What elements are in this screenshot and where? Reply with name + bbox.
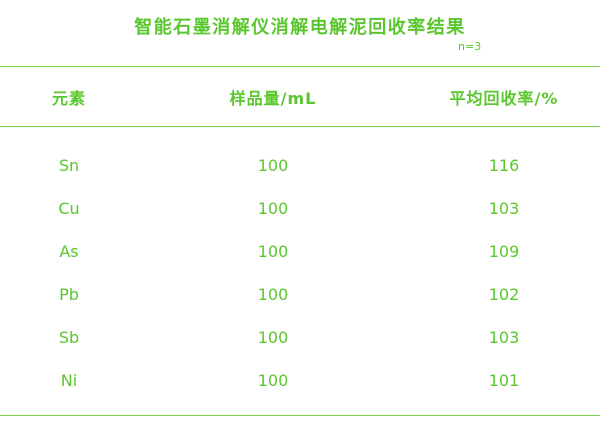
column-header-avg-recovery: 平均回收率/%: [449, 88, 559, 108]
table-body: Sn 100 116 Cu 100 103 As 100 109 Pb 100 …: [0, 127, 600, 416]
cell-avg-recovery: 109: [488, 242, 520, 261]
cell-element: Pb: [59, 285, 79, 304]
column-header-element: 元素: [51, 88, 86, 108]
table-row: Pb 100 102: [0, 273, 600, 316]
table-row: Sn 100 116: [0, 144, 600, 187]
table-row: Ni 100 101: [0, 359, 600, 402]
sample-size-note: n=3: [458, 40, 482, 53]
page-title: 智能石墨消解仪消解电解泥回收率结果: [134, 17, 466, 38]
cell-sample-volume: 100: [257, 156, 289, 175]
table-row: As 100 109: [0, 230, 600, 273]
cell-avg-recovery: 103: [488, 199, 520, 218]
cell-sample-volume: 100: [257, 242, 289, 261]
cell-element: Sn: [58, 156, 80, 175]
cell-sample-volume: 100: [257, 199, 289, 218]
results-table: 元素 样品量/mL 平均回收率/% Sn 100 116 Cu 100 103 …: [0, 66, 600, 416]
table-row: Cu 100 103: [0, 187, 600, 230]
cell-sample-volume: 100: [257, 328, 289, 347]
cell-sample-volume: 100: [257, 285, 289, 304]
table-header-row: 元素 样品量/mL 平均回收率/%: [0, 66, 600, 127]
cell-avg-recovery: 103: [488, 328, 520, 347]
cell-avg-recovery: 116: [488, 156, 520, 175]
cell-element: Cu: [58, 199, 80, 218]
cell-avg-recovery: 102: [488, 285, 520, 304]
cell-element: Sb: [58, 328, 80, 347]
cell-avg-recovery: 101: [488, 371, 520, 390]
table-row: Sb 100 103: [0, 316, 600, 359]
cell-sample-volume: 100: [257, 371, 289, 390]
cell-element: Ni: [60, 371, 78, 390]
column-header-sample-volume: 样品量/mL: [229, 88, 317, 108]
cell-element: As: [59, 242, 79, 261]
